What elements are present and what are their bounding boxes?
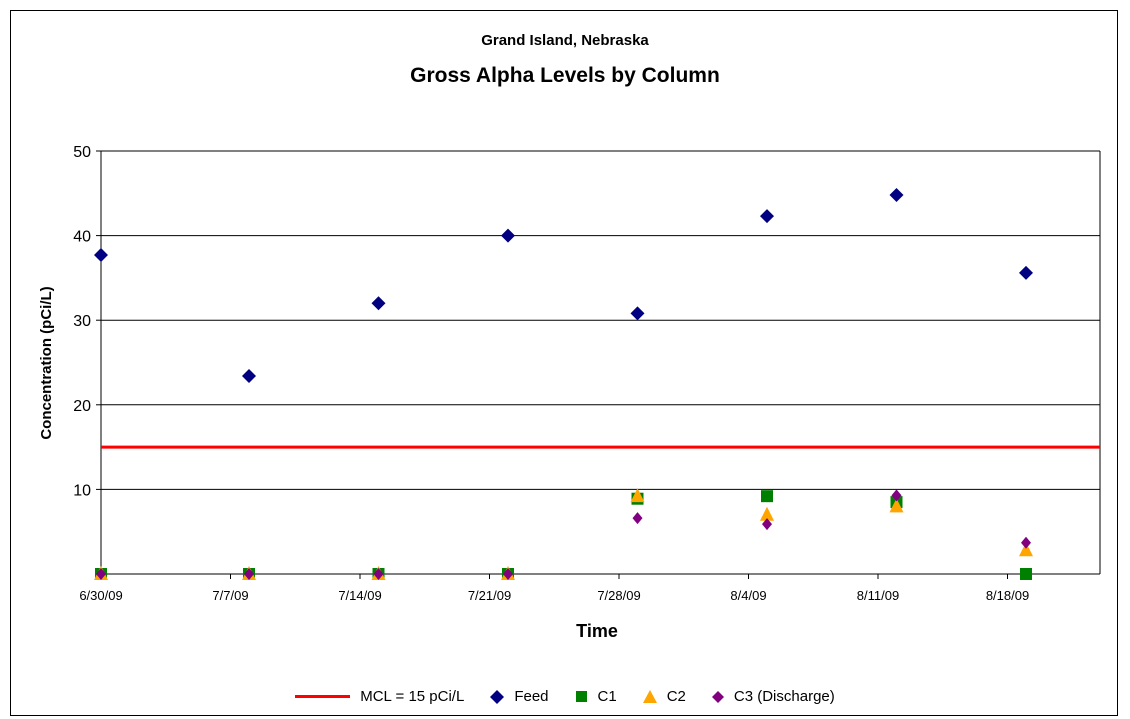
legend-label: C3 (Discharge)	[733, 688, 835, 705]
feed-point	[760, 209, 774, 224]
legend-label: C2	[666, 688, 686, 705]
c3-point	[762, 518, 772, 531]
legend-label: C1	[597, 688, 617, 705]
legend-square-marker	[575, 691, 587, 702]
y-tick-label: 50	[73, 144, 91, 161]
c3-point	[632, 512, 643, 525]
feed-point	[371, 296, 386, 311]
axis-ticks: 10 20 30 40 50 6/30/09 7/7/09 7/14/09 7/21/09 7/2…	[73, 144, 1029, 603]
data-points	[94, 187, 1033, 580]
x-tick-label: 7/28/09	[597, 588, 640, 603]
c2-point	[630, 488, 645, 503]
legend-line-swatch	[295, 695, 351, 698]
c3-point	[1021, 536, 1031, 549]
gridlines	[100, 150, 1101, 575]
feed-point	[630, 306, 645, 321]
y-tick-label: 40	[73, 229, 91, 246]
c2-point	[760, 506, 774, 521]
legend: MCL = 15 pCi/L Feed C1 C2 C3 (Discharge)	[0, 688, 1130, 705]
legend-item-c3: C3 (Discharge)	[711, 688, 835, 705]
c1-point	[761, 490, 773, 503]
c3-point	[891, 489, 902, 502]
y-tick-label: 10	[73, 482, 91, 499]
legend-triangle-marker	[642, 690, 657, 703]
legend-item-feed: Feed	[490, 688, 549, 705]
y-tick-label: 20	[73, 398, 91, 415]
c3-point	[503, 568, 513, 580]
x-axis-label: Time	[576, 621, 618, 641]
y-tick-label: 30	[73, 313, 91, 330]
chart-subtitle: Grand Island, Nebraska	[481, 32, 649, 49]
x-tick-label: 7/21/09	[468, 588, 511, 603]
legend-diamond-marker	[490, 689, 505, 704]
c3-point	[96, 568, 106, 580]
x-tick-label: 6/30/09	[79, 588, 122, 603]
x-tick-label: 8/4/09	[730, 588, 766, 603]
c3-point	[373, 568, 384, 580]
feed-point	[242, 369, 256, 384]
feed-point	[501, 228, 515, 243]
c2-point	[1019, 542, 1033, 557]
chart-title: Gross Alpha Levels by Column	[410, 64, 720, 87]
x-tick-label: 8/11/09	[857, 588, 899, 603]
legend-label: MCL = 15 pCi/L	[360, 688, 465, 705]
feed-point	[889, 187, 904, 202]
y-axis-label: Concentration (pCi/L)	[38, 286, 55, 439]
legend-item-c1: C1	[575, 688, 617, 705]
legend-diamond-marker	[711, 690, 724, 703]
feed-point	[1019, 265, 1033, 280]
c1-point	[1020, 568, 1032, 580]
legend-item-mcl: MCL = 15 pCi/L	[295, 688, 464, 705]
feed-point	[94, 248, 108, 263]
legend-label: Feed	[514, 688, 549, 705]
chart-frame	[10, 10, 1118, 716]
x-tick-label: 7/7/09	[212, 588, 248, 603]
x-tick-label: 7/14/09	[338, 588, 381, 603]
c2-point	[889, 498, 904, 513]
legend-item-c2: C2	[642, 688, 686, 705]
x-tick-label: 8/18/09	[986, 588, 1029, 603]
c3-point	[244, 568, 254, 580]
